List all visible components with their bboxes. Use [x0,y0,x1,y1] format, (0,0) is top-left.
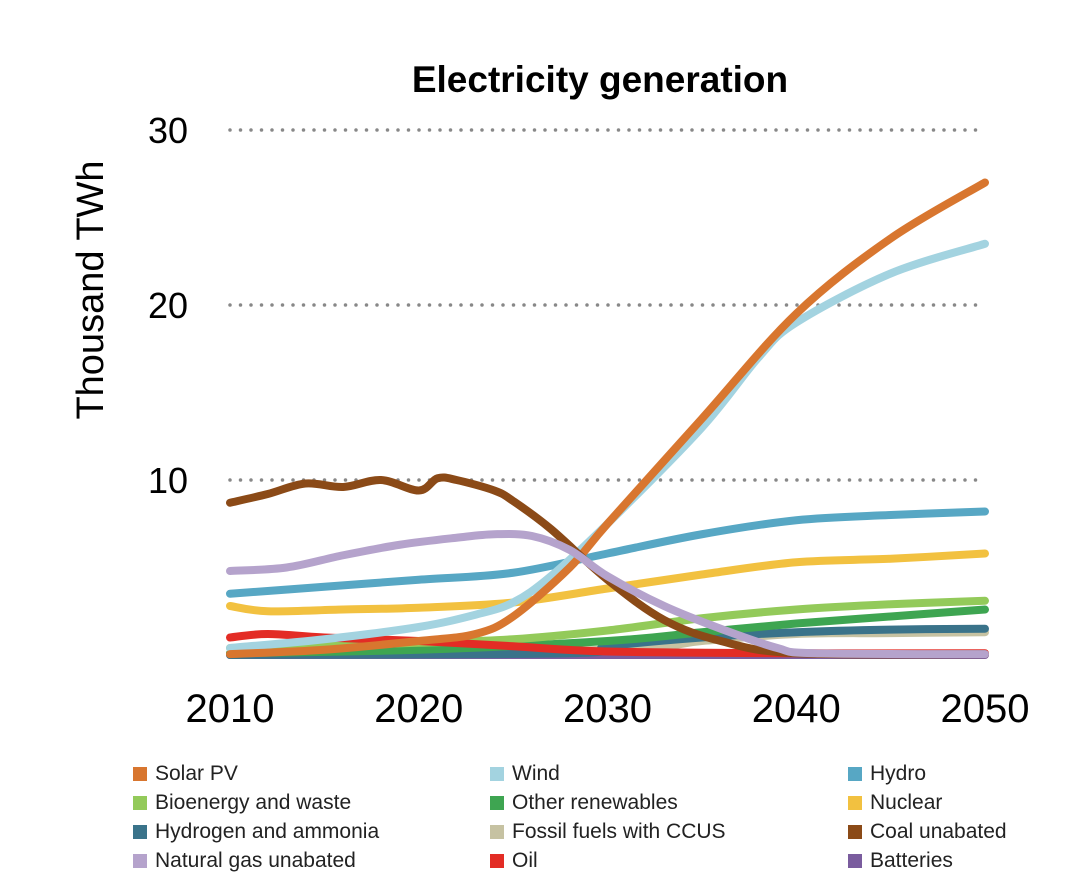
legend-item: Solar PV [133,762,490,785]
legend-item: Nuclear [848,791,1078,814]
legend: Solar PV Wind Hydro Bioenergy and waste Othe… [133,762,1078,872]
legend-swatch [133,795,147,810]
chart-title: Electricity generation [412,59,788,100]
legend-item: Fossil fuels with CCUS [490,820,848,843]
legend-label: Nuclear [870,790,943,814]
legend-label: Wind [512,761,560,785]
y-axis-label: Thousand TWh [70,160,112,419]
y-tick-label: 10 [148,460,188,501]
legend-item: Wind [490,762,848,785]
y-tick-label: 20 [148,285,188,326]
legend-label: Hydro [870,761,927,785]
x-tick-label: 2020 [374,687,463,731]
legend-label: Batteries [870,848,953,872]
legend-item: Natural gas unabated [133,849,490,872]
legend-item: Oil [490,849,848,872]
legend-label: Solar PV [155,761,238,785]
legend-swatch [848,795,862,810]
legend-swatch [133,766,147,781]
legend-swatch [848,766,862,781]
legend-label: Oil [512,848,538,872]
legend-item: Batteries [848,849,1078,872]
legend-item: Other renewables [490,791,848,814]
legend-label: Other renewables [512,790,678,814]
legend-swatch [133,853,147,868]
line-chart: Electricity generation Thousand TWh 10 20… [70,59,1030,731]
series-line-other-renewables [226,605,989,658]
legend-swatch [133,824,147,839]
legend-label: Fossil fuels with CCUS [512,819,726,843]
legend-swatch [490,795,504,810]
x-tick-label: 2030 [563,687,652,731]
y-tick-label: 30 [148,110,188,151]
series-line-nuclear [226,549,989,616]
series-line-hydro [226,507,989,598]
x-tick-label: 2010 [186,687,275,731]
legend-swatch [490,766,504,781]
legend-label: Coal unabated [870,819,1007,843]
legend-swatch [490,853,504,868]
series-line-hydrogen-and-ammonia [226,624,989,659]
x-tick-label: 2050 [941,687,1030,731]
legend-label: Hydrogen and ammonia [155,819,380,843]
series-line-solar-pv [226,178,989,659]
x-tick-label: 2040 [752,687,841,731]
legend-swatch [848,824,862,839]
series-line-coal-unabated [226,473,989,659]
legend-label: Bioenergy and waste [155,790,352,814]
legend-item: Hydrogen and ammonia [133,820,490,843]
legend-item: Bioenergy and waste [133,791,490,814]
legend-label: Natural gas unabated [155,848,356,872]
legend-item: Hydro [848,762,1078,785]
legend-item: Coal unabated [848,820,1078,843]
legend-swatch [490,824,504,839]
legend-swatch [848,853,862,868]
series-line-natural-gas-unabated [226,529,989,659]
